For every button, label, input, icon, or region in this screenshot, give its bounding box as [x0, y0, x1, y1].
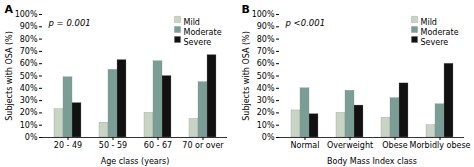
svg-text:30%: 30%: [257, 96, 275, 105]
svg-text:60 - 67: 60 - 67: [144, 141, 172, 150]
svg-text:Subjects with OSA (%): Subjects with OSA (%): [5, 31, 14, 121]
svg-text:Morbidly obese: Morbidly obese: [410, 141, 471, 150]
svg-text:20%: 20%: [257, 108, 275, 117]
svg-text:70 or over: 70 or over: [182, 141, 224, 150]
svg-text:Normal: Normal: [291, 141, 320, 150]
svg-text:Age class (years): Age class (years): [101, 157, 170, 166]
svg-text:50 - 59: 50 - 59: [99, 141, 127, 150]
svg-text:40%: 40%: [20, 84, 38, 93]
svg-text:Severe: Severe: [184, 38, 212, 47]
svg-text:0%: 0%: [262, 133, 275, 142]
svg-text:80%: 80%: [20, 35, 38, 44]
svg-text:100%: 100%: [252, 10, 275, 19]
svg-text:Subjects with OSA (%): Subjects with OSA (%): [242, 31, 251, 121]
svg-text:30%: 30%: [20, 96, 38, 105]
svg-text:70%: 70%: [257, 47, 275, 56]
svg-text:20%: 20%: [20, 108, 38, 117]
svg-text:Overweight: Overweight: [327, 141, 373, 150]
svg-text:Body Mass Index class: Body Mass Index class: [327, 157, 417, 166]
svg-text:p <0.001: p <0.001: [285, 18, 326, 28]
svg-text:80%: 80%: [257, 35, 275, 44]
svg-text:60%: 60%: [20, 59, 38, 68]
svg-text:Mild: Mild: [421, 18, 437, 27]
svg-text:Obese: Obese: [382, 141, 407, 150]
svg-text:10%: 10%: [257, 121, 275, 130]
svg-text:0%: 0%: [25, 133, 38, 142]
svg-text:100%: 100%: [15, 10, 38, 19]
svg-text:70%: 70%: [20, 47, 38, 56]
svg-text:Mild: Mild: [184, 18, 200, 27]
svg-text:Moderate: Moderate: [421, 28, 459, 37]
svg-text:p = 0.001: p = 0.001: [48, 18, 91, 28]
svg-text:50%: 50%: [20, 72, 38, 81]
svg-text:B: B: [242, 3, 250, 16]
svg-text:Severe: Severe: [421, 38, 449, 47]
svg-text:60%: 60%: [257, 59, 275, 68]
svg-text:50%: 50%: [257, 72, 275, 81]
svg-text:90%: 90%: [257, 22, 275, 31]
svg-text:20 - 49: 20 - 49: [54, 141, 82, 150]
svg-text:A: A: [5, 3, 14, 16]
svg-text:40%: 40%: [257, 84, 275, 93]
svg-text:90%: 90%: [20, 22, 38, 31]
svg-text:Moderate: Moderate: [184, 28, 222, 37]
svg-text:10%: 10%: [20, 121, 38, 130]
